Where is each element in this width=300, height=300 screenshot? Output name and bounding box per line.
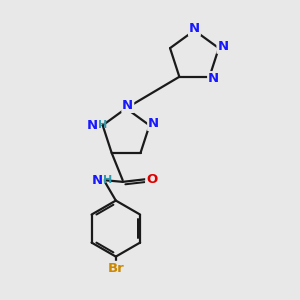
Text: N: N: [208, 72, 219, 85]
Text: H: H: [98, 120, 107, 130]
Text: N: N: [148, 117, 159, 130]
Text: H: H: [103, 175, 112, 185]
Text: N: N: [189, 22, 200, 35]
Text: O: O: [146, 172, 157, 186]
Text: N: N: [86, 119, 98, 132]
Text: N: N: [92, 174, 103, 187]
Text: N: N: [217, 40, 228, 53]
Text: N: N: [122, 99, 134, 112]
Text: Br: Br: [107, 262, 124, 275]
